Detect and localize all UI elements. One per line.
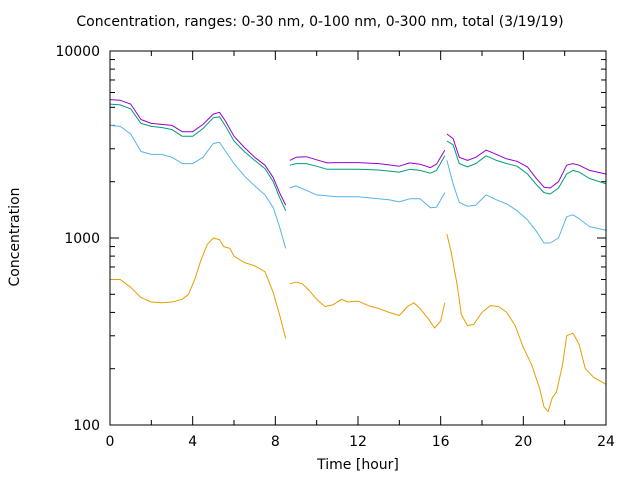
x-tick-label: 0 [106,434,115,450]
x-axis-label: Time [hour] [317,457,399,473]
x-tick-label: 16 [432,434,450,450]
series-line-3 [109,103,287,211]
y-tick-label: 1000 [64,231,100,247]
chart-title: Concentration, ranges: 0-30 nm, 0-100 nm… [76,14,564,30]
series-line-2 [289,185,446,209]
y-tick-label: 10000 [55,44,100,60]
x-tick-label: 20 [514,434,532,450]
x-tick-label: 8 [271,434,280,450]
series-line-1 [289,281,446,329]
series-line-2 [446,160,607,244]
series-line-4 [446,133,607,189]
y-axis-label: Concentration [7,187,23,287]
y-tick-label: 100 [73,418,100,434]
plot-frame [109,50,607,426]
series-line-3 [446,140,607,195]
series-group [109,99,607,413]
series-line-4 [109,99,287,206]
series-line-3 [289,155,446,174]
series-line-2 [109,124,287,249]
series-line-1 [446,233,607,413]
x-tick-label: 12 [349,434,367,450]
series-line-1 [110,237,287,339]
x-tick-label: 24 [597,434,615,450]
x-tick-label: 4 [188,434,197,450]
axis-ticks: 0 4 8 12 16 20 24 100 1000 10000 [55,44,615,450]
series-line-4 [289,149,446,169]
